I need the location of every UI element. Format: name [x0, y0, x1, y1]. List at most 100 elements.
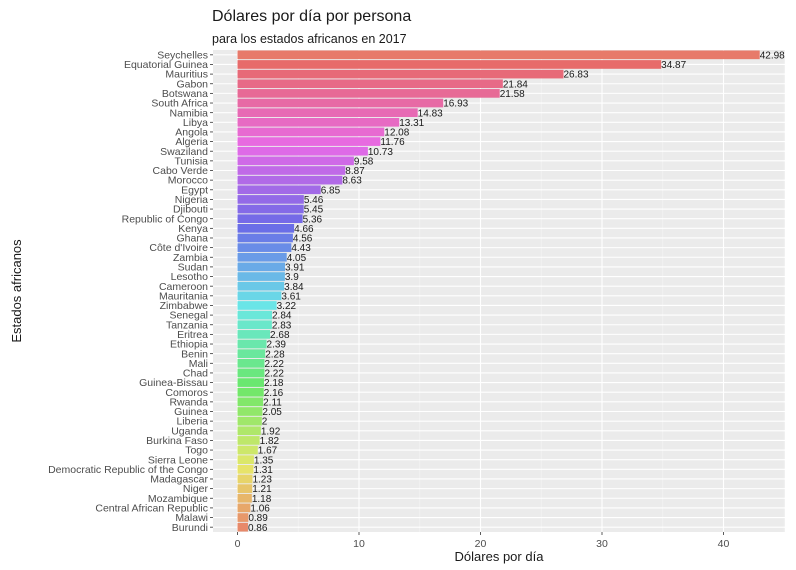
y-tick-label: Mozambique	[148, 493, 208, 505]
bar	[237, 69, 564, 79]
bar	[237, 146, 368, 156]
y-tick-label: Burundi	[172, 522, 208, 534]
y-tick-label: Central African Republic	[95, 503, 208, 515]
data-label: 8.87	[345, 166, 365, 177]
data-label: 4.56	[293, 234, 313, 245]
bar	[237, 156, 354, 166]
bar	[237, 137, 381, 146]
bar	[237, 436, 260, 445]
bar	[237, 465, 254, 474]
data-label: 16.93	[443, 99, 468, 110]
data-label: 1.18	[252, 494, 272, 505]
y-tick-label: Senegal	[169, 310, 208, 322]
data-label: 1.82	[260, 436, 280, 447]
y-tick-label: Algeria	[175, 136, 208, 148]
y-tick-label: Tanzania	[166, 319, 208, 331]
y-tick-label: Equatorial Guinea	[124, 59, 208, 71]
y-tick-label: Mauritius	[165, 69, 208, 81]
data-label: 1.92	[261, 426, 281, 437]
bar	[237, 349, 266, 358]
bar	[237, 89, 500, 98]
y-tick-label: Togo	[185, 445, 208, 457]
data-label: 3.91	[285, 263, 305, 274]
y-tick-label: Ethiopia	[170, 339, 208, 351]
bar	[237, 185, 321, 195]
y-tick-label: Niger	[183, 483, 209, 495]
y-tick-label: Gabon	[176, 78, 208, 90]
y-tick-label: Zambia	[173, 252, 208, 264]
y-tick-label: Sierra Leone	[148, 454, 208, 466]
y-tick-label: Comoros	[165, 387, 208, 399]
x-tick-label: 10	[353, 538, 365, 550]
y-tick-label: Kenya	[178, 223, 208, 235]
y-tick-label: Chad	[183, 368, 208, 380]
chart-title: Dólares por día por persona	[212, 8, 411, 25]
bar	[237, 310, 273, 320]
bar	[237, 233, 293, 243]
data-label: 2.22	[264, 369, 284, 380]
data-label: 2.28	[265, 349, 285, 360]
data-label: 4.66	[294, 224, 314, 235]
bar	[237, 243, 292, 252]
bar	[237, 387, 264, 397]
bar	[237, 484, 253, 493]
y-tick-label: Mali	[189, 358, 208, 370]
bar	[237, 175, 343, 185]
x-axis: 0 10 20 30 40	[235, 532, 729, 550]
y-tick-label: Côte d'Ivoire	[149, 242, 208, 254]
y-tick-label: Swaziland	[160, 146, 208, 158]
bar	[237, 252, 287, 262]
y-tick-label: Nigeria	[175, 194, 208, 206]
bar	[237, 426, 261, 436]
bars-group	[237, 50, 760, 532]
data-label: 1.21	[252, 484, 272, 495]
bar	[237, 301, 277, 310]
bar	[237, 397, 264, 407]
data-label: 2.83	[272, 320, 292, 331]
bar	[237, 281, 285, 291]
data-label: 1.06	[250, 504, 270, 515]
bar	[237, 474, 253, 484]
bar	[237, 108, 418, 117]
data-label: 5.46	[304, 195, 324, 206]
data-label: 2.39	[267, 340, 287, 351]
data-label: 0.89	[248, 513, 268, 524]
bar	[237, 358, 265, 368]
data-label: 2	[262, 417, 268, 428]
data-label: 5.45	[304, 205, 324, 216]
bar	[237, 522, 248, 532]
y-tick-label: Tunisia	[175, 155, 209, 167]
bar	[237, 513, 249, 522]
bar	[237, 330, 271, 339]
data-label: 12.08	[384, 128, 409, 139]
data-label: 4.43	[291, 243, 311, 254]
y-tick-label: Morocco	[168, 175, 208, 187]
bar	[237, 368, 265, 378]
data-label: 3.9	[285, 272, 299, 283]
data-label: 8.63	[342, 176, 362, 187]
y-tick-label: Eritrea	[177, 329, 208, 341]
y-tick-label: Libya	[183, 117, 208, 129]
data-label: 2.16	[264, 388, 284, 399]
y-tick-label: Mauritania	[159, 290, 208, 302]
data-label: 42.98	[760, 50, 785, 61]
data-label: 6.85	[321, 185, 341, 196]
y-tick-label: Angola	[175, 127, 208, 139]
y-tick-label: Uganda	[171, 425, 208, 437]
data-label: 1.35	[254, 455, 274, 466]
y-tick-label: Guinea-Bissau	[139, 377, 208, 389]
data-label: 11.76	[380, 137, 405, 148]
data-label: 3.84	[284, 282, 304, 293]
y-tick-label: Liberia	[176, 416, 208, 428]
y-tick-label: Republic of Congo	[122, 213, 209, 225]
bar	[237, 127, 385, 137]
y-tick-label: Benin	[181, 348, 208, 360]
data-label: 1.31	[253, 465, 273, 476]
data-label: 3.61	[281, 291, 301, 302]
bar	[237, 262, 286, 272]
y-tick-label: Cameroon	[159, 281, 208, 293]
data-label: 21.84	[503, 79, 528, 90]
bar	[237, 117, 400, 127]
